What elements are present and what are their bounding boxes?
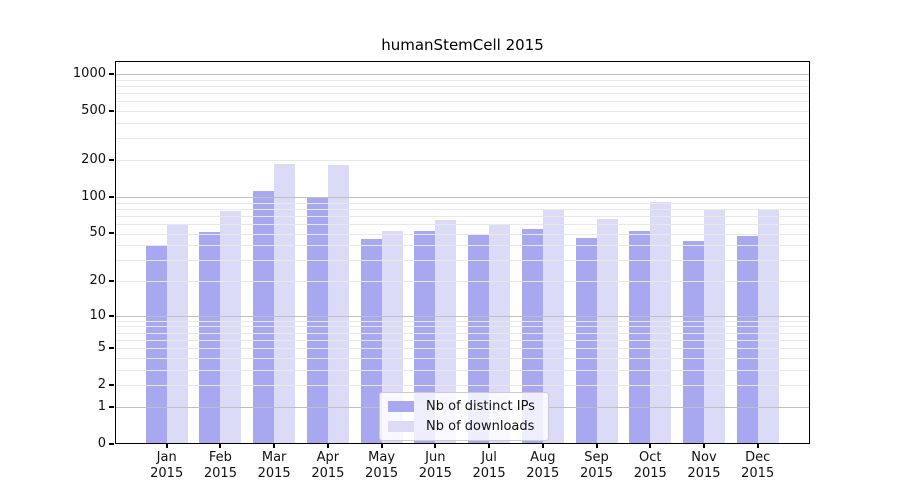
y-tick-mark [109,443,114,445]
legend-entry-downloads: Nb of downloads [388,419,540,434]
x-tick-mark [595,444,598,448]
y-tick-label: 20 [89,272,106,288]
x-tick-mark [541,444,544,448]
bar-downloads-sep [596,218,618,444]
bar-distinct-ips-may [360,238,382,444]
bar-distinct-ips-jun [414,231,436,444]
bar-downloads-jul [489,224,511,444]
y-tick-mark [109,314,114,317]
bar-distinct-ips-apr [306,198,328,444]
x-tick-mark [756,444,759,448]
bar-distinct-ips-jul [468,234,490,444]
bar-downloads-feb [220,210,242,444]
bar-downloads-jun [435,220,457,444]
bar-downloads-jan [166,223,188,444]
y-tick-mark [109,195,114,198]
bar-distinct-ips-jan [145,246,167,444]
y-tick-label: 100 [81,188,106,204]
x-tick-mark [165,444,168,448]
y-tick-label: 1000 [72,66,106,82]
x-tick-label-feb: Feb 2015 [203,450,237,481]
x-tick-label-jun: Jun 2015 [418,450,452,481]
bar-distinct-ips-sep [575,237,597,444]
x-tick-label-mar: Mar 2015 [257,450,291,481]
bar-downloads-apr [327,165,349,444]
bars-layer [115,61,810,444]
y-tick-label: 200 [81,152,106,168]
legend-label-distinct-ips: Nb of distinct IPs [426,399,535,414]
bar-downloads-dec [757,208,779,444]
bar-downloads-nov [703,208,725,444]
x-tick-mark [273,444,276,448]
bar-distinct-ips-dec [736,235,758,444]
x-tick-label-oct: Oct 2015 [633,450,667,481]
x-tick-label-jul: Jul 2015 [472,450,506,481]
bar-distinct-ips-feb [199,232,221,444]
x-tick-mark [380,444,383,448]
y-tick-mark [109,384,114,387]
chart-title: humanStemCell 2015 [381,36,544,54]
x-tick-mark [326,444,329,448]
y-tick-mark [109,279,114,282]
legend-entry-distinct-ips: Nb of distinct IPs [388,399,540,414]
bar-downloads-oct [650,202,672,444]
y-tick-mark [109,159,114,162]
legend: Nb of distinct IPs Nb of downloads [379,392,549,441]
bar-distinct-ips-aug [521,229,543,444]
plot-area: Nb of distinct IPs Nb of downloads [115,61,810,444]
y-tick-mark [109,405,114,408]
y-tick-label: 5 [97,340,106,356]
legend-swatch-distinct-ips [388,401,414,412]
y-tick-label: 2 [97,377,106,393]
x-tick-mark [702,444,705,448]
x-tick-label-nov: Nov 2015 [687,450,721,481]
y-tick-mark [109,73,114,76]
y-tick-label: 500 [81,103,106,119]
x-tick-mark [219,444,222,448]
y-tick-label: 10 [89,307,106,323]
bar-distinct-ips-mar [253,190,275,444]
bar-distinct-ips-nov [682,241,704,444]
y-tick-mark [109,110,114,113]
y-tick-mark [109,347,114,350]
y-tick-label: 50 [89,225,106,241]
x-tick-label-aug: Aug 2015 [526,450,560,481]
bar-distinct-ips-oct [629,231,651,444]
x-tick-label-may: May 2015 [365,450,399,481]
y-tick-label: 0 [97,436,106,451]
x-tick-mark [434,444,437,448]
y-tick-mark [109,232,114,235]
x-tick-label-dec: Dec 2015 [741,450,775,481]
x-tick-label-apr: Apr 2015 [311,450,345,481]
x-tick-label-sep: Sep 2015 [579,450,614,481]
legend-label-downloads: Nb of downloads [426,419,535,434]
x-tick-mark [649,444,652,448]
legend-swatch-downloads [388,421,414,432]
bar-downloads-may [381,231,403,444]
x-tick-mark [488,444,491,448]
x-tick-label-jan: Jan 2015 [150,450,184,481]
y-tick-label: 1 [97,398,106,414]
bar-downloads-mar [274,163,296,444]
